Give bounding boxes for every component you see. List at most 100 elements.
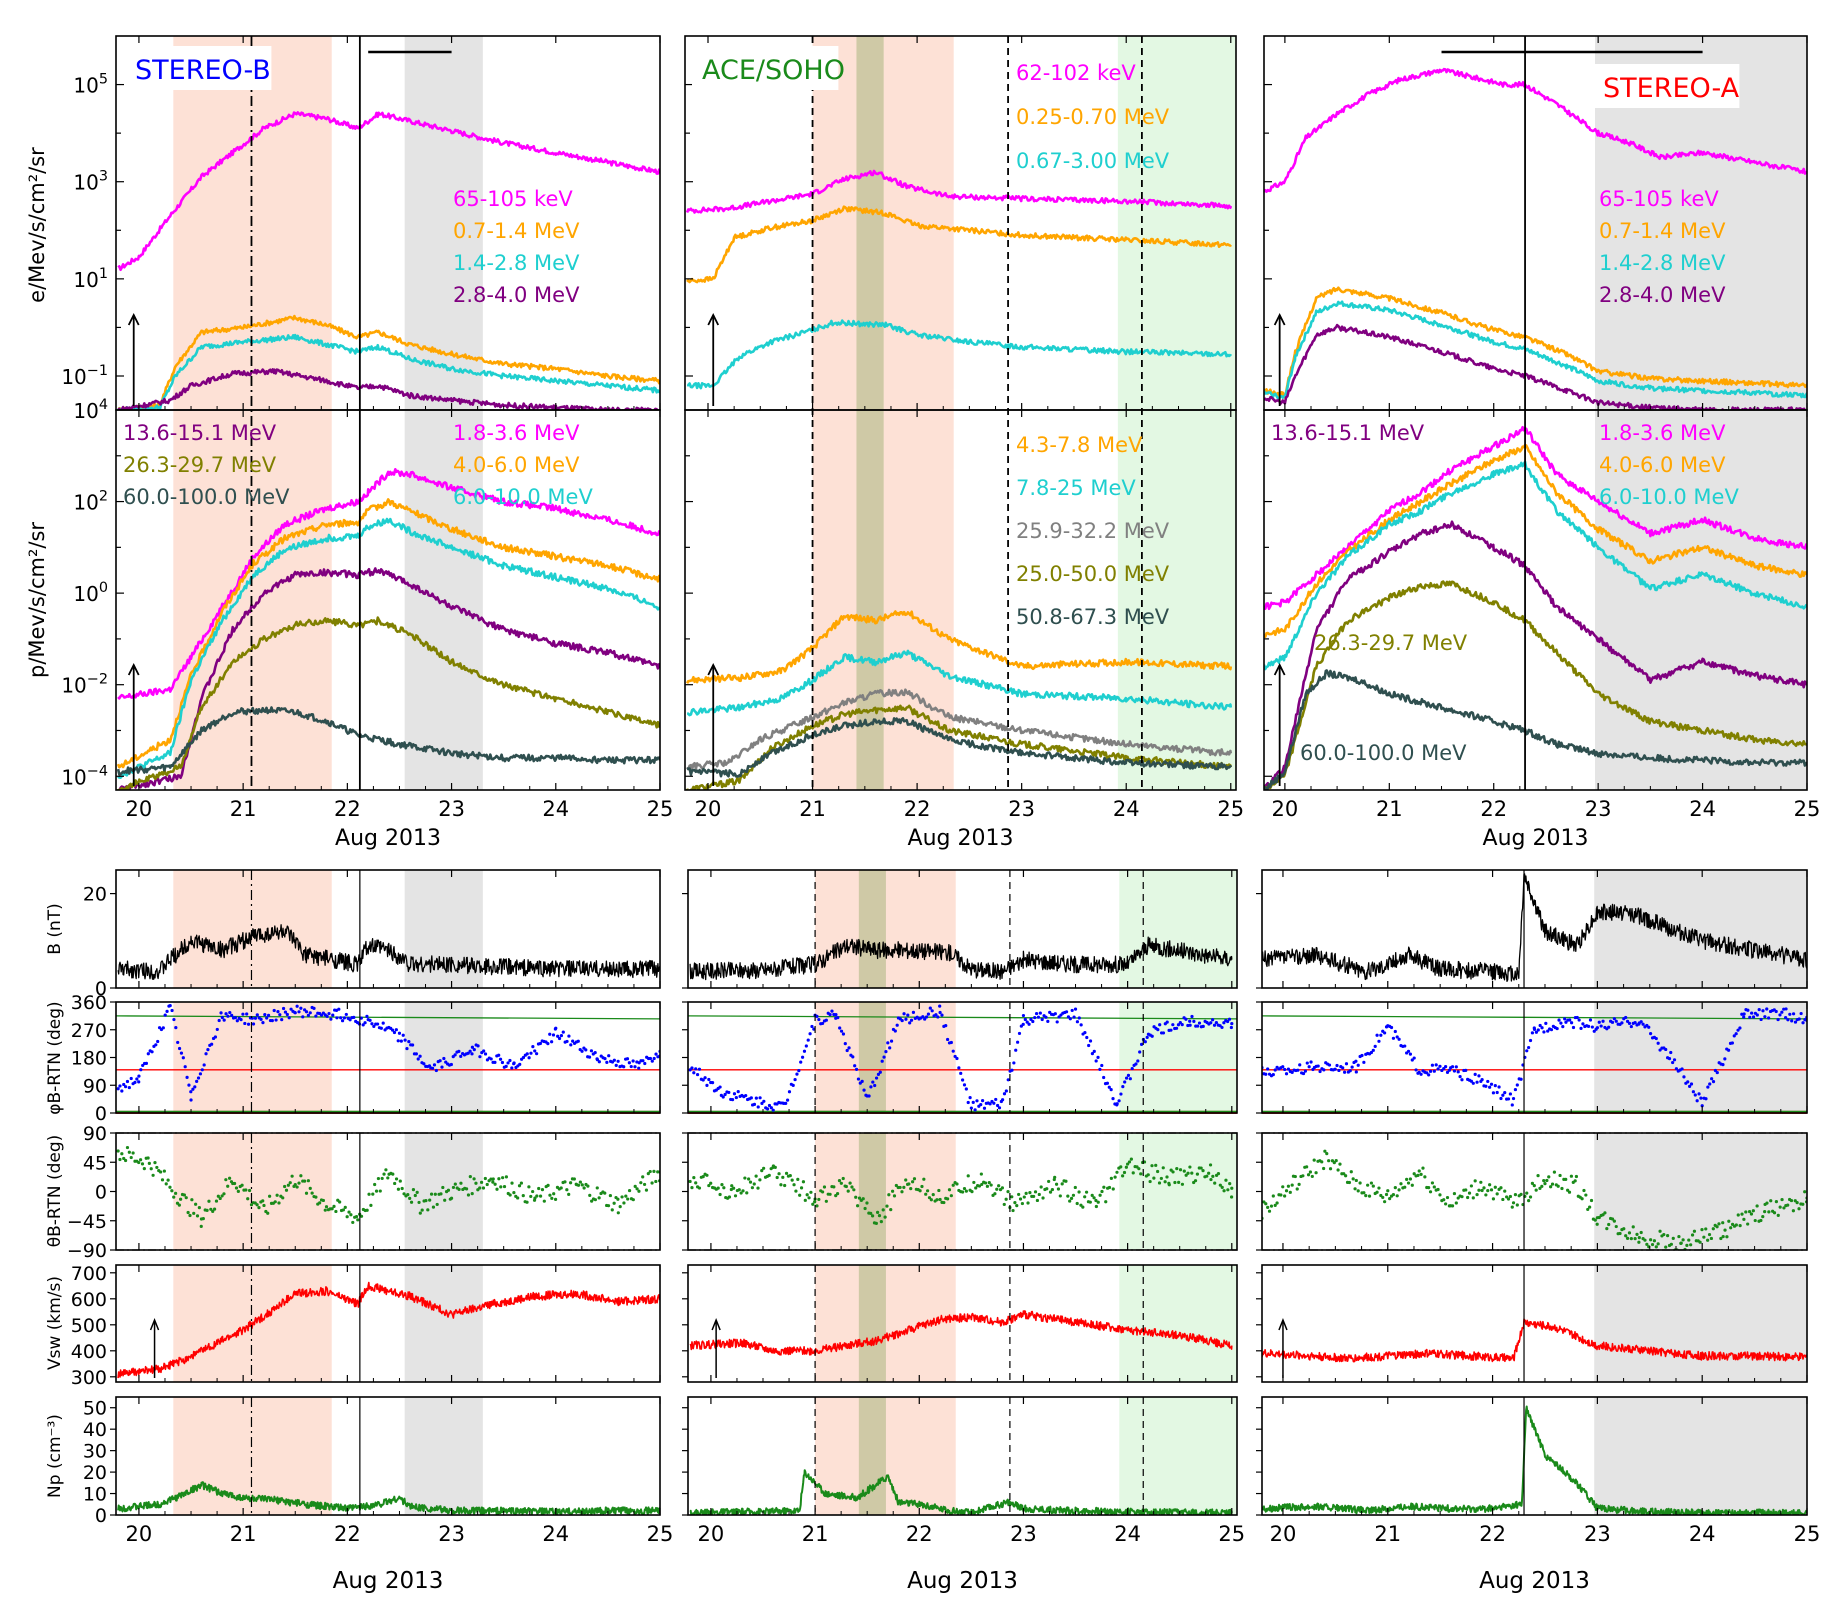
scatter-point bbox=[1126, 1162, 1130, 1166]
scatter-point bbox=[1148, 1179, 1152, 1184]
scatter-point bbox=[278, 1013, 282, 1017]
scatter-point bbox=[586, 1184, 590, 1188]
scatter-point bbox=[1159, 1176, 1163, 1181]
scatter-point bbox=[1484, 1193, 1488, 1197]
scatter-point bbox=[637, 1189, 641, 1193]
y-tick-label: −45 bbox=[67, 1211, 107, 1233]
scatter-point bbox=[478, 1055, 482, 1059]
scatter-point bbox=[650, 1181, 654, 1185]
scatter-point bbox=[149, 1167, 153, 1171]
scatter-point bbox=[533, 1196, 537, 1200]
scatter-point bbox=[1290, 1183, 1294, 1187]
scatter-point bbox=[521, 1055, 526, 1060]
scatter-point bbox=[299, 1006, 303, 1010]
scatter-point bbox=[1536, 1028, 1540, 1032]
scatter-point bbox=[116, 1087, 120, 1091]
scatter-point bbox=[1707, 1232, 1712, 1237]
scatter-point bbox=[754, 1174, 758, 1178]
scatter-point bbox=[1146, 1173, 1150, 1177]
scatter-point bbox=[931, 1193, 935, 1197]
scatter-point bbox=[432, 1063, 437, 1067]
scatter-point bbox=[1693, 1093, 1697, 1097]
scatter-point bbox=[1593, 1218, 1597, 1222]
scatter-point bbox=[1154, 1163, 1158, 1167]
scatter-point bbox=[567, 1192, 571, 1196]
scatter-point bbox=[697, 1186, 702, 1190]
scatter-point bbox=[567, 1034, 571, 1038]
scatter-point bbox=[195, 1214, 200, 1218]
legend-entry: 1.4-2.8 MeV bbox=[1599, 251, 1726, 275]
scatter-point bbox=[1511, 1201, 1516, 1205]
scatter-point bbox=[1111, 1097, 1115, 1101]
scatter-point bbox=[620, 1195, 624, 1199]
scatter-point bbox=[1501, 1197, 1505, 1202]
scatter-point bbox=[1710, 1077, 1714, 1081]
scatter-point bbox=[1544, 1021, 1548, 1025]
y-tick-label: 20 bbox=[83, 1462, 107, 1484]
scatter-point bbox=[727, 1195, 732, 1199]
y-tick-label: 600 bbox=[71, 1289, 107, 1311]
legend-entry: 62-102 keV bbox=[1016, 61, 1136, 85]
scatter-point bbox=[1033, 1015, 1037, 1020]
scatter-point bbox=[1323, 1149, 1327, 1153]
scatter-point bbox=[459, 1181, 463, 1185]
scatter-point bbox=[1595, 1222, 1599, 1226]
scatter-point bbox=[1068, 1199, 1072, 1203]
scatter-point bbox=[962, 1083, 967, 1087]
scatter-point bbox=[266, 1013, 271, 1017]
scatter-point bbox=[216, 1194, 220, 1198]
onset-arrow-head bbox=[707, 312, 720, 326]
scatter-point bbox=[911, 1180, 915, 1184]
scatter-point bbox=[1545, 1178, 1549, 1183]
scatter-point bbox=[980, 1182, 984, 1187]
scatter-point bbox=[1107, 1085, 1111, 1089]
scatter-point bbox=[926, 1012, 931, 1016]
legend-entry: 0.7-1.4 MeV bbox=[453, 219, 580, 243]
scatter-point bbox=[506, 1061, 510, 1065]
x-tick-label: 20 bbox=[126, 797, 153, 821]
scatter-point bbox=[1211, 1018, 1215, 1022]
scatter-point bbox=[483, 1176, 487, 1181]
scatter-point bbox=[886, 1041, 890, 1045]
scatter-point bbox=[1588, 1205, 1592, 1209]
scatter-point bbox=[308, 1186, 312, 1190]
scatter-point bbox=[508, 1193, 512, 1197]
series-line bbox=[116, 616, 660, 790]
x-tick-label: 22 bbox=[334, 1522, 361, 1546]
scatter-point bbox=[973, 1108, 977, 1112]
scatter-point bbox=[497, 1177, 501, 1181]
scatter-point bbox=[1538, 1023, 1542, 1028]
scatter-point bbox=[293, 1183, 297, 1187]
scatter-point bbox=[517, 1184, 522, 1188]
scatter-point bbox=[482, 1049, 486, 1053]
scatter-point bbox=[1214, 1020, 1218, 1025]
scatter-point bbox=[127, 1085, 131, 1090]
scatter-point bbox=[982, 1106, 987, 1110]
scatter-point bbox=[1784, 1007, 1788, 1011]
scatter-point bbox=[635, 1187, 639, 1191]
scatter-point bbox=[414, 1052, 418, 1056]
scatter-point bbox=[512, 1191, 516, 1195]
scatter-point bbox=[1209, 1021, 1213, 1025]
series-line bbox=[1262, 1405, 1807, 1515]
scatter-point bbox=[1713, 1068, 1717, 1073]
scatter-point bbox=[259, 1017, 263, 1021]
scatter-point bbox=[607, 1054, 611, 1058]
scatter-point bbox=[1589, 1198, 1594, 1203]
scatter-point bbox=[1353, 1187, 1357, 1191]
scatter-point bbox=[1445, 1070, 1450, 1074]
scatter-point bbox=[1227, 1017, 1232, 1021]
scatter-point bbox=[147, 1161, 151, 1166]
scatter-point bbox=[1098, 1067, 1102, 1071]
scatter-point bbox=[1152, 1176, 1156, 1180]
scatter-point bbox=[1559, 1021, 1563, 1025]
scatter-point bbox=[394, 1177, 399, 1181]
scatter-point bbox=[449, 1062, 453, 1067]
scatter-point bbox=[1123, 1080, 1127, 1084]
series-line bbox=[117, 314, 660, 410]
scatter-point bbox=[1669, 1050, 1673, 1055]
scatter-point bbox=[222, 1192, 226, 1196]
scatter-point bbox=[379, 1026, 383, 1030]
scatter-point bbox=[209, 1207, 213, 1211]
scatter-point bbox=[983, 1181, 988, 1185]
